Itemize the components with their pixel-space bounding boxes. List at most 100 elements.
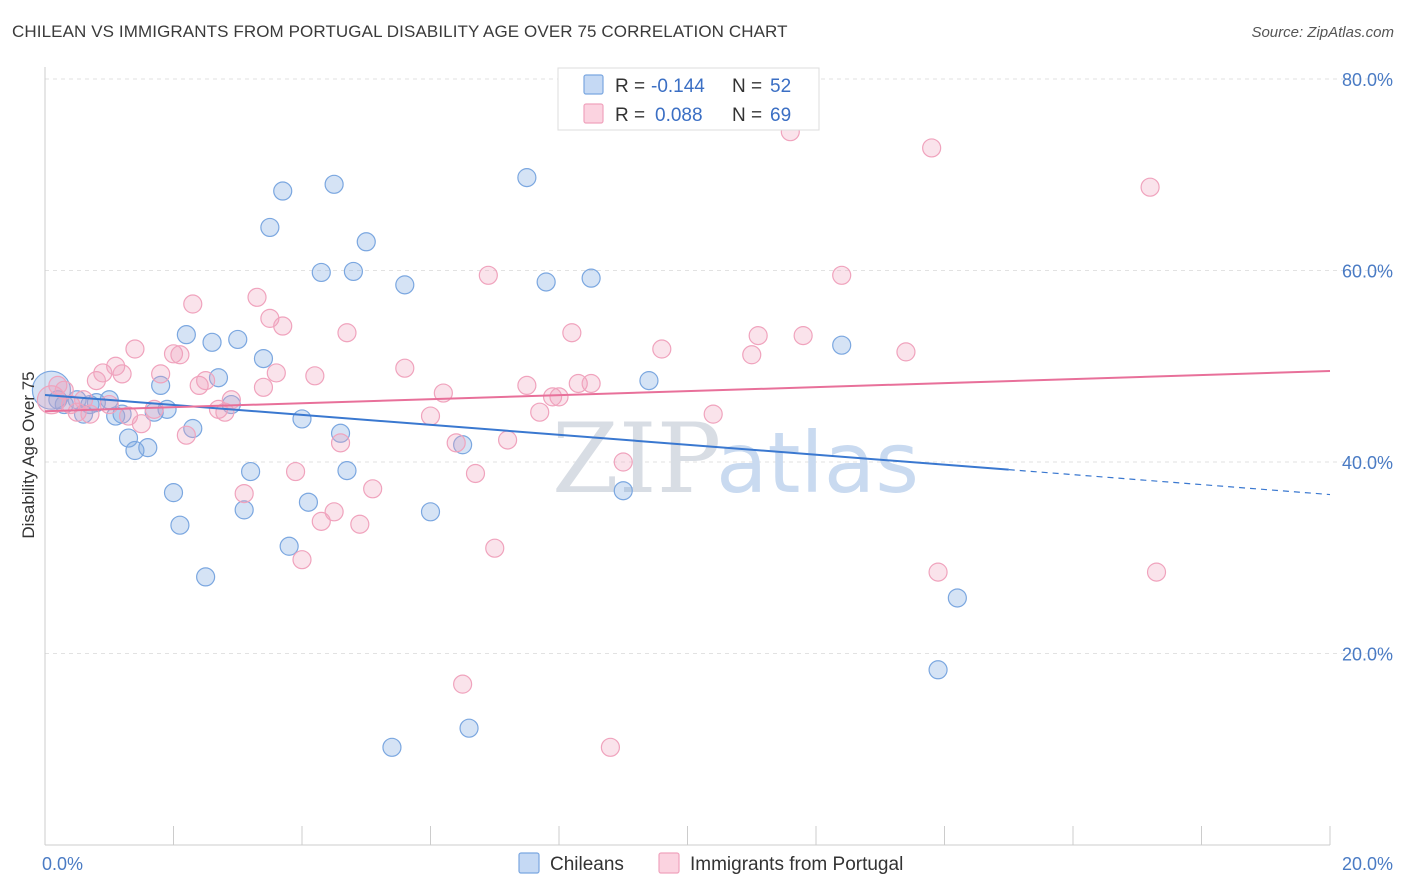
data-point [260,217,280,238]
data-point [350,514,370,534]
data-point [151,364,171,384]
data-point [793,326,813,346]
y-tick-label: 40.0% [1342,453,1393,473]
data-point [279,536,299,556]
data-point [298,492,319,512]
data-point [163,344,184,364]
data-point [922,138,942,158]
legend-r-label-1: R = [615,76,645,97]
data-point [234,483,254,504]
data-point [1140,177,1160,197]
data-point [478,265,498,285]
watermark-atlas: atlas [716,414,919,512]
data-point [144,399,164,419]
legend-swatch-pink [583,103,604,124]
chileans-trend-line [44,393,1009,471]
legend-swatch-blue [583,74,604,95]
data-point [61,394,81,415]
data-point [356,232,376,252]
data-point [395,358,415,378]
data-point [266,363,286,383]
data-point [292,409,312,429]
data-point [382,737,402,757]
data-point [613,452,633,472]
data-point [832,335,852,355]
data-point [31,370,72,410]
trend-lines [44,370,1331,496]
portugal-trend-line [44,370,1331,413]
bottom-legend-swatch-pink [658,852,680,874]
data-point [36,385,67,415]
data-point [125,339,145,359]
data-point [343,261,363,282]
data-point [703,404,723,424]
axes [44,67,1331,846]
data-point [305,366,325,386]
chart-title: CHILEAN VS IMMIGRANTS FROM PORTUGAL DISA… [12,22,788,41]
legend-n-label-1: N = [732,76,762,97]
data-point [420,406,441,426]
data-point [581,268,601,288]
portugal-points [36,122,1167,757]
data-point [118,428,139,448]
data-point [562,323,582,343]
data-point [234,500,254,520]
data-point [748,326,768,346]
grid-lines [45,78,1392,654]
legend-r-value-2: 0.088 [655,105,703,126]
watermark-zip: ZIP [552,403,721,515]
data-point [170,515,190,535]
chart-source: Source: ZipAtlas.com [1251,24,1394,41]
data-point [176,425,196,445]
data-point [517,168,537,188]
data-point [652,339,672,359]
x-tick-label: 0.0% [42,854,83,874]
data-point [170,345,190,365]
data-point [86,371,107,391]
data-point [453,674,473,694]
data-point [54,380,74,400]
data-point [832,265,852,285]
x-tick-label: 20.0% [1342,854,1393,874]
legend-n-label-2: N = [732,105,762,126]
legend-n-value-1: 52 [770,76,791,97]
data-point [337,461,357,481]
y-tick-label: 20.0% [1342,645,1393,665]
data-point [324,502,344,522]
data-point [896,342,916,362]
data-point [241,461,261,482]
data-point [228,329,248,350]
data-point [106,356,126,376]
y-axis-label: Disability Age Over 75 [19,371,38,538]
data-point [176,325,196,345]
data-point [311,262,331,283]
data-point [324,174,344,194]
data-point [433,383,453,403]
data-point [1146,562,1167,582]
legend-n-value-2: 69 [770,105,791,126]
x-tick-labels: 0.0% 20.0% [42,854,1393,874]
data-point [247,287,267,307]
data-point [202,332,222,352]
legend-r-label-2: R = [615,105,645,126]
data-point [446,433,466,453]
data-point [253,377,274,397]
data-point [183,294,203,314]
chileans-trend-extension [1008,469,1331,496]
data-point [485,538,505,558]
data-point [363,479,383,499]
data-point [151,375,171,395]
data-point [542,387,563,407]
bottom-legend-chileans: Chileans [550,854,624,875]
data-point [99,394,119,415]
data-point [742,345,762,365]
y-tick-label: 60.0% [1342,262,1393,282]
data-point [420,502,441,522]
data-point [465,463,486,484]
y-tick-labels: 20.0% 40.0% 60.0% 80.0% [1342,70,1393,665]
data-point [600,737,621,757]
data-point [337,323,357,343]
bottom-legend-swatch-blue [518,852,540,874]
data-point [292,550,312,570]
